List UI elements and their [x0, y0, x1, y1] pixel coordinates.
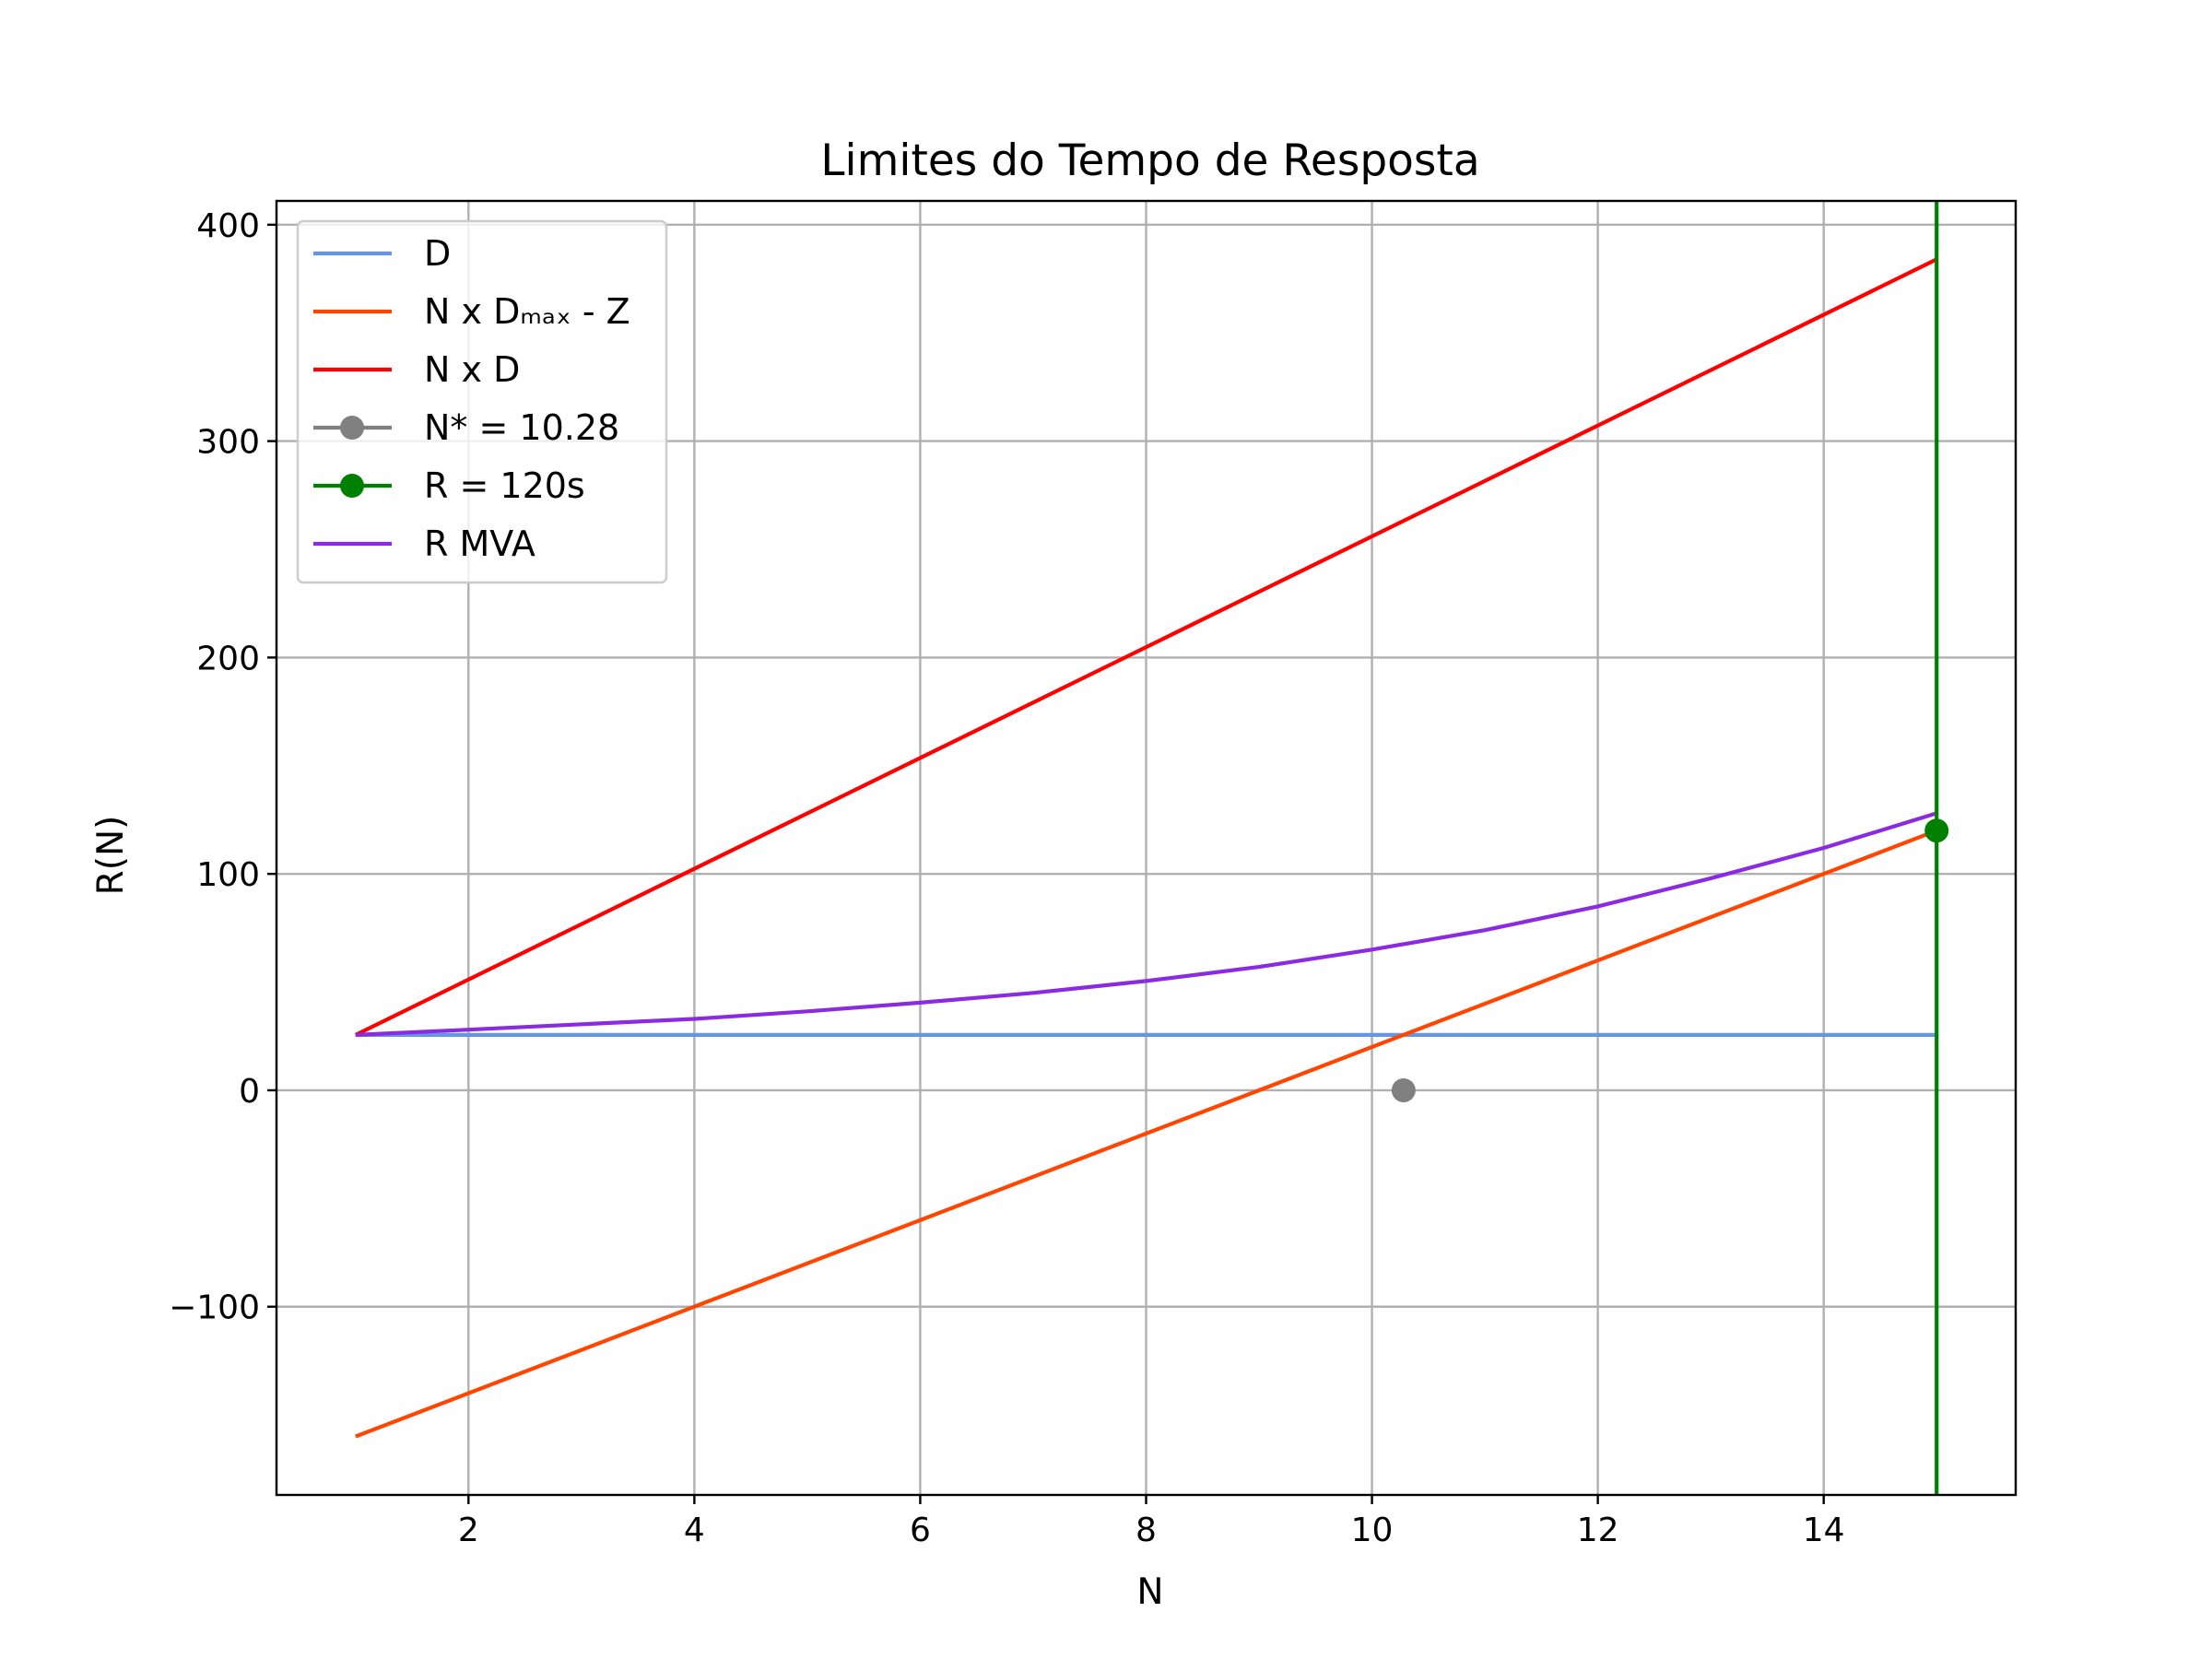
x-axis-label: N: [1136, 1571, 1163, 1613]
legend-label: D: [424, 233, 451, 274]
legend-marker: [340, 416, 364, 440]
chart-title: Limites do Tempo de Resposta: [820, 135, 1479, 186]
legend-label: N x D: [424, 349, 520, 390]
legend: D N x Dₘₐₓ - Z N x D N* = 10.28 R = 120s R MV…: [296, 219, 668, 584]
y-axis-label: R(N): [90, 816, 132, 896]
legend-label: N x Dₘₐₓ - Z: [424, 291, 630, 332]
y-tick-label: 300: [196, 424, 260, 462]
x-tick-label: 6: [910, 1512, 931, 1549]
y-tick-label: 400: [196, 207, 260, 245]
y-tick-label: 100: [196, 856, 260, 894]
legend-marker: [340, 474, 364, 498]
x-tick-label: 12: [1577, 1512, 1619, 1549]
x-tick-label: 14: [1803, 1512, 1845, 1549]
y-tick-label: 200: [196, 640, 260, 677]
data-point: [1924, 818, 1949, 843]
series-line: [354, 257, 1938, 1037]
data-point: [1391, 1077, 1416, 1102]
legend-label: R MVA: [424, 524, 535, 564]
plot-frame: [275, 199, 2018, 1497]
axes: 2 4 6 8 10 12 14 −100 0 100 200 300 400: [169, 199, 2018, 1549]
x-tick-label: 4: [684, 1512, 705, 1549]
x-tick-label: 10: [1351, 1512, 1394, 1549]
x-tick-label: 8: [1135, 1512, 1157, 1549]
y-tick-label: 0: [239, 1073, 260, 1111]
y-tick-label: −100: [169, 1289, 260, 1327]
plot-area: [354, 201, 1949, 1495]
series-line: [355, 811, 1937, 1037]
x-tick-label: 2: [458, 1512, 479, 1549]
legend-label: R = 120s: [424, 465, 585, 506]
legend-label: N* = 10.28: [424, 407, 619, 448]
series-line: [355, 829, 1937, 1439]
